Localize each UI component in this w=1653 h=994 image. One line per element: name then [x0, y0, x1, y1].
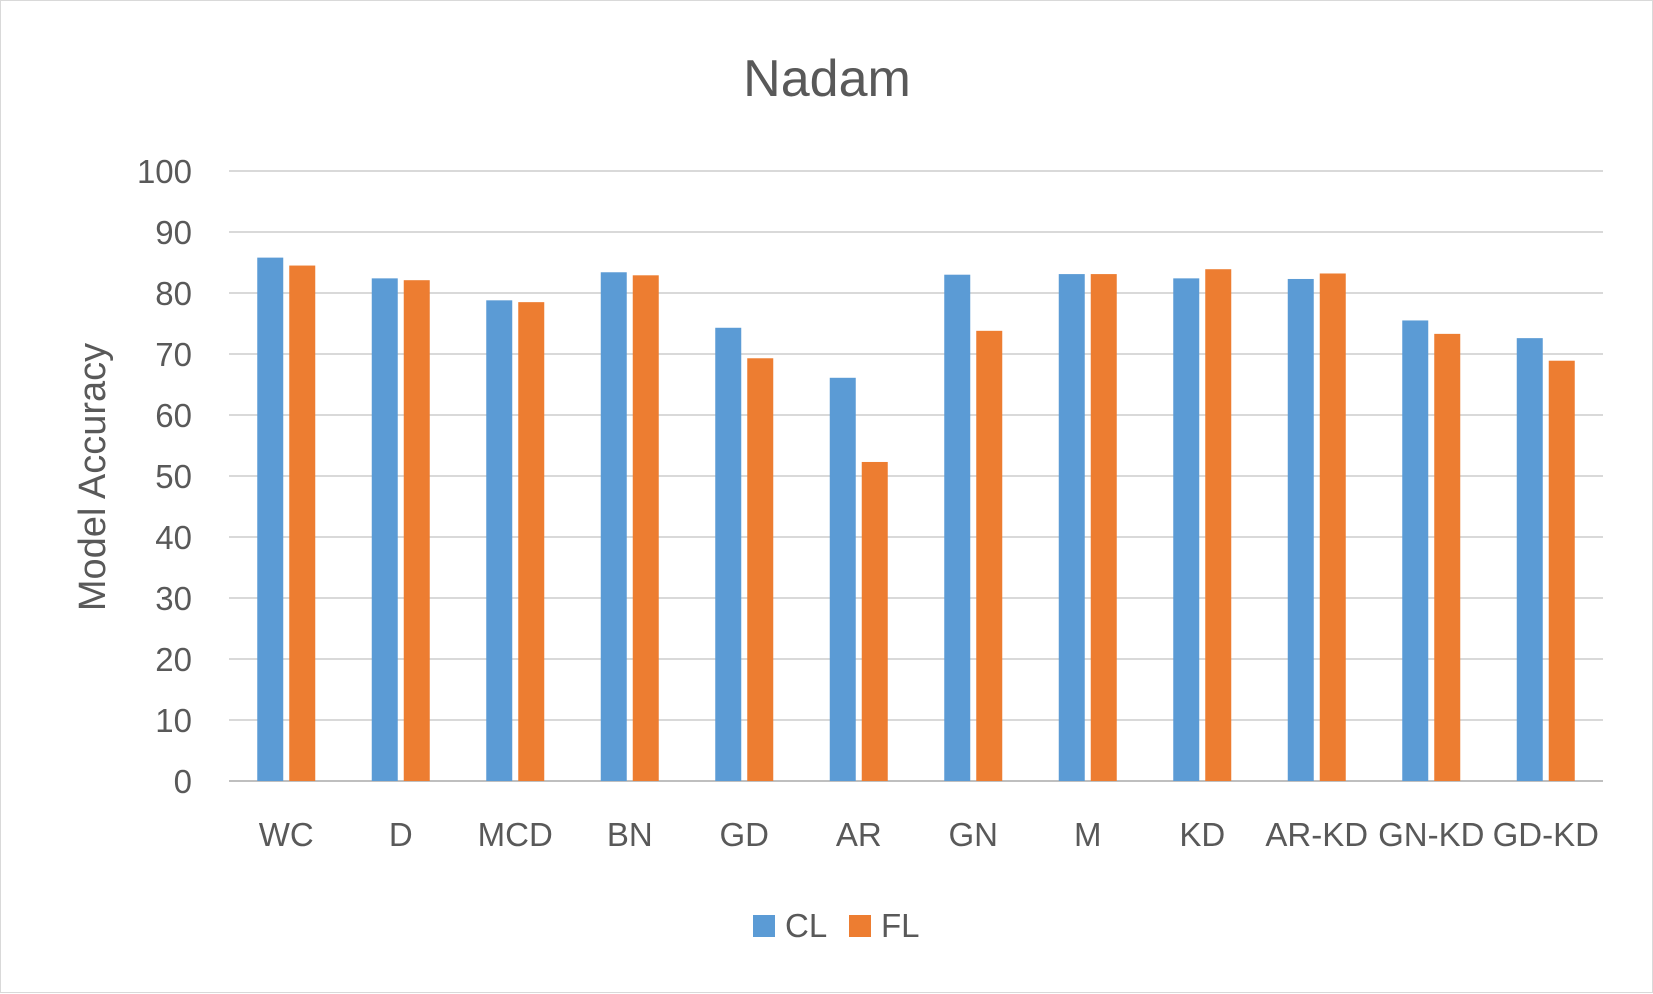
y-axis-label: Model Accuracy [72, 343, 114, 611]
bar-cl-gd-kd [1516, 338, 1543, 781]
x-tick-label: GD [720, 816, 770, 853]
y-tick-labels: 0 10 20 30 40 50 60 70 80 90 100 [137, 153, 192, 800]
y-tick-label: 80 [155, 275, 192, 312]
bar-fl-wc [289, 265, 316, 781]
legend-label-cl: CL [785, 907, 827, 944]
bar-fl-mcd [518, 302, 545, 781]
bar-fl-m [1090, 274, 1117, 781]
y-tick-label: 100 [137, 153, 192, 190]
legend: CL FL [753, 907, 920, 944]
bar-fl-ar-kd [1319, 273, 1346, 781]
bar-cl-ar [829, 377, 856, 781]
bar-fl-ar [861, 461, 888, 781]
x-tick-label: M [1074, 816, 1102, 853]
x-tick-label: AR [836, 816, 882, 853]
bar-fl-gd-kd [1548, 360, 1575, 781]
y-tick-label: 60 [155, 397, 192, 434]
bar-cl-gn-kd [1402, 320, 1429, 781]
y-tick-label: 40 [155, 519, 192, 556]
y-tick-label: 50 [155, 458, 192, 495]
chart-title: Nadam [743, 50, 911, 108]
legend-swatch-fl [849, 915, 871, 937]
x-tick-label: WC [259, 816, 314, 853]
x-tick-label: AR-KD [1265, 816, 1368, 853]
bar-fl-d [403, 280, 430, 781]
y-tick-label: 20 [155, 641, 192, 678]
x-tick-label: GD-KD [1493, 816, 1599, 853]
x-tick-label: MCD [478, 816, 553, 853]
bar-fl-bn [632, 275, 659, 781]
y-tick-label: 0 [174, 763, 192, 800]
bar-cl-d [371, 278, 398, 781]
bar-cl-m [1058, 274, 1085, 781]
y-tick-label: 90 [155, 214, 192, 251]
bar-cl-kd [1173, 278, 1200, 781]
x-tick-label: BN [607, 816, 653, 853]
y-tick-label: 70 [155, 336, 192, 373]
bar-fl-gn [976, 330, 1003, 781]
bar-cl-bn [600, 272, 627, 781]
x-tick-label: KD [1179, 816, 1225, 853]
bar-cl-gn [944, 274, 971, 781]
bar-fl-kd [1205, 269, 1232, 781]
bar-cl-mcd [486, 300, 513, 781]
legend-swatch-cl [753, 915, 775, 937]
y-tick-label: 10 [155, 702, 192, 739]
bar-cl-wc [257, 257, 284, 781]
x-tick-labels: WC D MCD BN GD AR GN M KD AR-KD GN-KD GD-KD [259, 816, 1599, 853]
bars [257, 257, 1575, 781]
bar-cl-ar-kd [1287, 278, 1314, 781]
x-tick-label: GN [949, 816, 999, 853]
legend-label-fl: FL [881, 907, 920, 944]
gridlines [229, 170, 1603, 782]
x-tick-label: GN-KD [1378, 816, 1484, 853]
y-tick-label: 30 [155, 580, 192, 617]
bar-fl-gn-kd [1434, 333, 1461, 781]
bar-fl-gd [747, 358, 774, 781]
x-tick-label: D [389, 816, 413, 853]
bar-cl-gd [715, 327, 742, 781]
